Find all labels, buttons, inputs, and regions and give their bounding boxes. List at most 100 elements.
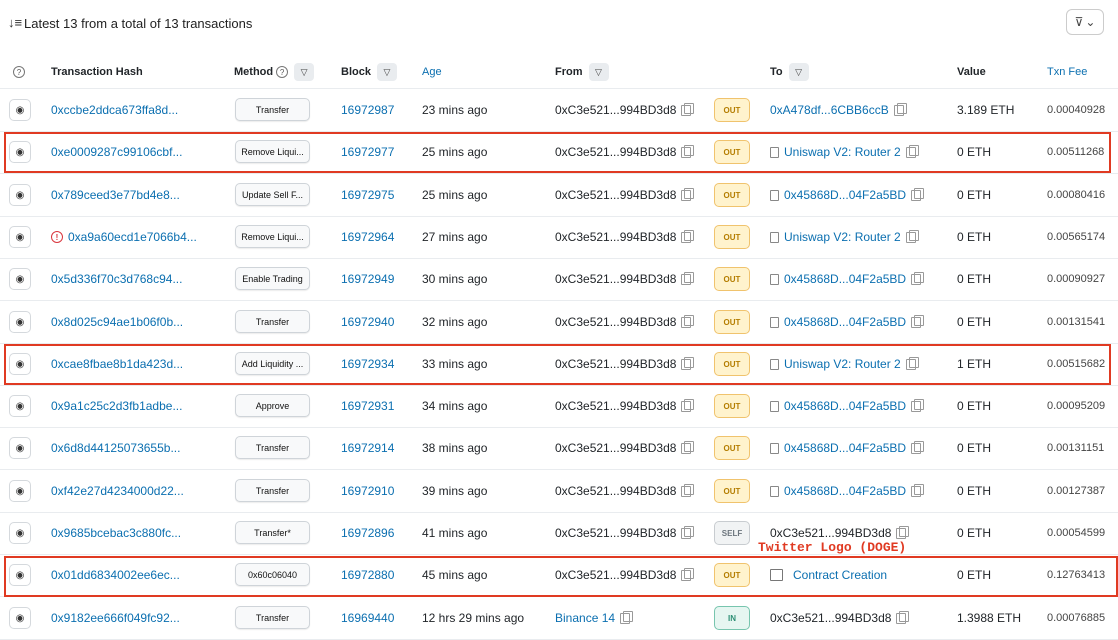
eye-icon[interactable]: ◉ xyxy=(9,480,31,502)
block-link[interactable]: 16972914 xyxy=(341,441,395,455)
copy-icon[interactable] xyxy=(893,102,907,116)
copy-icon[interactable] xyxy=(681,525,695,539)
copy-icon[interactable] xyxy=(911,187,925,201)
method-badge[interactable]: Transfer xyxy=(235,310,310,333)
eye-icon[interactable]: ◉ xyxy=(9,226,31,248)
eye-icon[interactable]: ◉ xyxy=(9,395,31,417)
copy-icon[interactable] xyxy=(681,356,695,370)
to-address-link[interactable]: 0x45868D...04F2a5BD xyxy=(784,272,907,286)
copy-icon[interactable] xyxy=(905,144,919,158)
block-link[interactable]: 16972987 xyxy=(341,103,395,117)
copy-icon[interactable] xyxy=(896,610,910,624)
block-link[interactable]: 16972934 xyxy=(341,357,395,371)
copy-icon[interactable] xyxy=(681,398,695,412)
copy-icon[interactable] xyxy=(911,440,925,454)
to-address-link[interactable]: 0xA478df...6CBB6ccB xyxy=(770,103,889,117)
eye-icon[interactable]: ◉ xyxy=(9,522,31,544)
method-badge[interactable]: Transfer xyxy=(235,436,310,459)
tx-hash-link[interactable]: 0x5d336f70c3d768c94... xyxy=(51,272,183,286)
to-address-link[interactable]: 0x45868D...04F2a5BD xyxy=(784,315,907,329)
method-badge[interactable]: Transfer* xyxy=(235,521,310,544)
eye-icon[interactable]: ◉ xyxy=(9,607,31,629)
block-link[interactable]: 16972949 xyxy=(341,272,395,286)
tx-hash-link[interactable]: 0x8d025c94ae1b06f0b... xyxy=(51,315,184,329)
copy-icon[interactable] xyxy=(896,525,910,539)
block-link[interactable]: 16972940 xyxy=(341,315,395,329)
help-icon[interactable]: ? xyxy=(276,66,289,78)
eye-icon[interactable]: ◉ xyxy=(9,564,31,586)
block-link[interactable]: 16972977 xyxy=(341,145,395,159)
block-link[interactable]: 16972896 xyxy=(341,526,395,540)
block-link[interactable]: 16972880 xyxy=(341,568,395,582)
help-icon[interactable]: ? xyxy=(13,66,25,78)
copy-icon[interactable] xyxy=(681,440,695,454)
method-badge[interactable]: Remove Liqui... xyxy=(235,140,310,163)
tx-hash-link[interactable]: 0x9182ee666f049fc92... xyxy=(51,611,180,625)
copy-icon[interactable] xyxy=(620,610,634,624)
tx-hash-link[interactable]: 0xe0009287c99106cbf... xyxy=(51,145,183,159)
copy-icon[interactable] xyxy=(681,271,695,285)
method-badge[interactable]: Enable Trading xyxy=(235,267,310,290)
to-address-link[interactable]: 0xC3e521...994BD3d8 xyxy=(770,611,892,625)
method-badge[interactable]: Transfer xyxy=(235,98,310,121)
tx-hash-link[interactable]: 0x9685bcebac3c880fc... xyxy=(51,526,182,540)
tx-hash-link[interactable]: 0xf42e27d4234000d22... xyxy=(51,484,184,498)
copy-icon[interactable] xyxy=(681,144,695,158)
tx-hash-link[interactable]: 0xcae8fbae8b1da423d... xyxy=(51,357,184,371)
info-column-header[interactable]: ? xyxy=(13,56,25,88)
to-address-link[interactable]: 0xC3e521...994BD3d8 xyxy=(770,526,892,540)
to-address-link[interactable]: Uniswap V2: Router 2 xyxy=(784,357,901,371)
eye-icon[interactable]: ◉ xyxy=(9,311,31,333)
copy-icon[interactable] xyxy=(905,229,919,243)
copy-icon[interactable] xyxy=(681,102,695,116)
eye-icon[interactable]: ◉ xyxy=(9,184,31,206)
block-link[interactable]: 16972931 xyxy=(341,399,395,413)
block-link[interactable]: 16972975 xyxy=(341,188,395,202)
to-address-link[interactable]: 0x45868D...04F2a5BD xyxy=(784,484,907,498)
eye-icon[interactable]: ◉ xyxy=(9,268,31,290)
method-badge[interactable]: Transfer xyxy=(235,606,310,629)
copy-icon[interactable] xyxy=(911,398,925,412)
copy-icon[interactable] xyxy=(681,483,695,497)
copy-icon[interactable] xyxy=(905,356,919,370)
age-column-header[interactable]: Age xyxy=(422,66,442,78)
to-address-link[interactable]: 0x45868D...04F2a5BD xyxy=(784,441,907,455)
method-badge[interactable]: Approve xyxy=(235,394,310,417)
block-link[interactable]: 16972910 xyxy=(341,484,395,498)
filter-icon[interactable]: ▽ xyxy=(588,63,609,81)
copy-icon[interactable] xyxy=(911,483,925,497)
tx-hash-link[interactable]: 0x9a1c25c2d3fb1adbe... xyxy=(51,399,183,413)
to-address-link[interactable]: 0x45868D...04F2a5BD xyxy=(784,188,907,202)
method-badge[interactable]: Update Sell F... xyxy=(235,183,310,206)
block-link[interactable]: 16972964 xyxy=(341,230,395,244)
to-address-link[interactable]: 0x45868D...04F2a5BD xyxy=(784,399,907,413)
to-address-link[interactable]: Uniswap V2: Router 2 xyxy=(784,230,901,244)
method-badge[interactable]: Remove Liqui... xyxy=(235,225,310,248)
tx-hash-link[interactable]: 0x789ceed3e77bd4e8... xyxy=(51,188,180,202)
filter-icon[interactable]: ▽ xyxy=(294,63,315,81)
copy-icon[interactable] xyxy=(681,187,695,201)
fee-column-header[interactable]: Txn Fee xyxy=(1047,66,1088,78)
filter-dropdown-button[interactable]: ⊽ ⌄ xyxy=(1066,9,1104,35)
tx-hash-link[interactable]: 0xccbe2ddca673ffa8d... xyxy=(51,103,179,117)
to-address-link[interactable]: Contract Creation xyxy=(793,568,888,582)
tx-hash-link[interactable]: 0xa9a60ecd1e7066b4... xyxy=(68,230,197,244)
copy-icon[interactable] xyxy=(681,567,695,581)
method-badge[interactable]: 0x60c06040 xyxy=(235,563,310,586)
eye-icon[interactable]: ◉ xyxy=(9,437,31,459)
to-address-link[interactable]: Uniswap V2: Router 2 xyxy=(784,145,901,159)
tx-hash-link[interactable]: 0x01dd6834002ee6ec... xyxy=(51,568,180,582)
sort-icon[interactable]: ↓≡ xyxy=(8,15,23,30)
eye-icon[interactable]: ◉ xyxy=(9,353,31,375)
copy-icon[interactable] xyxy=(911,271,925,285)
eye-icon[interactable]: ◉ xyxy=(9,141,31,163)
filter-icon[interactable]: ▽ xyxy=(376,63,397,81)
copy-icon[interactable] xyxy=(681,229,695,243)
filter-icon[interactable]: ▽ xyxy=(788,63,809,81)
eye-icon[interactable]: ◉ xyxy=(9,99,31,121)
copy-icon[interactable] xyxy=(681,314,695,328)
method-badge[interactable]: Transfer xyxy=(235,479,310,502)
tx-hash-link[interactable]: 0x6d8d44125073655b... xyxy=(51,441,181,455)
block-link[interactable]: 16969440 xyxy=(341,611,395,625)
method-badge[interactable]: Add Liquidity ... xyxy=(235,352,310,375)
